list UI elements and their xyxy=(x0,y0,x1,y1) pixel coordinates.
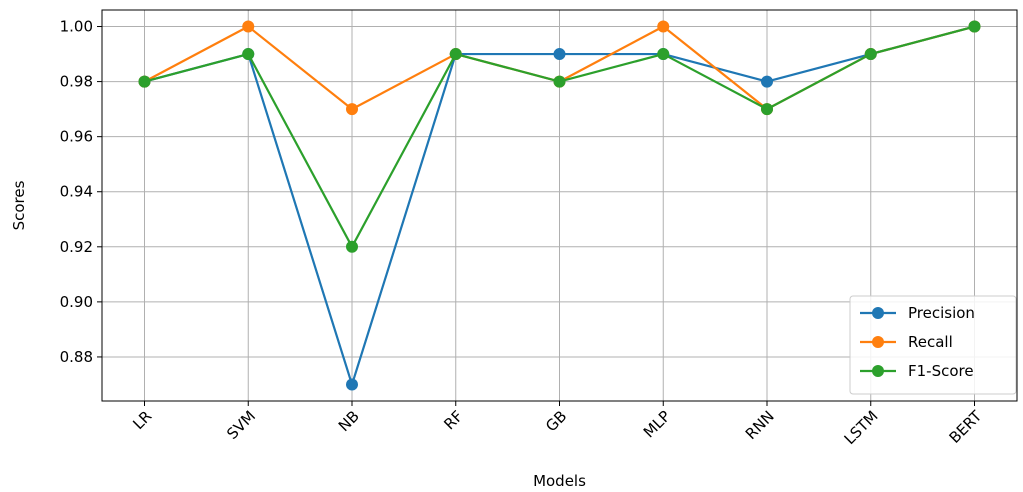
series-lines xyxy=(138,20,981,391)
legend-marker xyxy=(872,365,884,377)
y-tick-label: 0.96 xyxy=(60,128,93,146)
data-point-f1-score xyxy=(449,48,462,61)
x-tick-label: RNN xyxy=(742,407,778,443)
legend-label: F1-Score xyxy=(908,362,974,380)
legend-label: Recall xyxy=(908,333,953,351)
x-tick-label: BERT xyxy=(946,407,986,447)
x-tick-label: RF xyxy=(440,407,466,433)
y-tick-label: 1.00 xyxy=(60,18,93,36)
x-tick-label: NB xyxy=(335,407,363,435)
x-axis-ticks: LR SVM NB RF GB MLP RNN LSTM BERT xyxy=(129,401,986,448)
data-point-f1-score xyxy=(242,48,255,61)
data-point-f1-score xyxy=(138,75,151,88)
data-point-precision xyxy=(346,378,358,391)
data-point-f1-score xyxy=(968,20,981,33)
y-tick-label: 0.90 xyxy=(60,293,93,311)
y-tick-label: 0.98 xyxy=(60,73,93,91)
x-axis-label: Models xyxy=(533,472,586,490)
y-tick-label: 0.94 xyxy=(60,183,93,201)
data-point-recall xyxy=(242,20,255,33)
legend-marker xyxy=(872,336,884,348)
x-tick-label: SVM xyxy=(223,407,259,443)
legend-marker xyxy=(872,307,884,319)
x-tick-label: LR xyxy=(129,407,155,433)
y-tick-label: 0.88 xyxy=(60,348,93,366)
data-point-f1-score xyxy=(864,48,877,61)
data-point-precision xyxy=(761,75,773,88)
legend-label: Precision xyxy=(908,304,975,322)
y-tick-label: 0.92 xyxy=(60,238,93,256)
data-point-precision xyxy=(553,48,566,61)
data-point-f1-score xyxy=(553,75,566,88)
y-axis-label: Scores xyxy=(10,180,28,230)
data-point-f1-score xyxy=(657,48,670,61)
x-tick-label: LSTM xyxy=(841,407,882,448)
y-axis-ticks: 0.88 0.90 0.92 0.94 0.96 0.98 1.00 xyxy=(60,18,102,366)
legend-box xyxy=(849,295,1017,395)
data-point-recall xyxy=(346,103,358,116)
legend: Precision Recall F1-Score xyxy=(849,295,1017,395)
data-point-recall xyxy=(657,20,670,33)
data-point-f1-score xyxy=(761,103,773,116)
x-tick-label: MLP xyxy=(640,407,674,441)
x-tick-label: GB xyxy=(542,407,570,435)
data-point-f1-score xyxy=(346,240,358,253)
